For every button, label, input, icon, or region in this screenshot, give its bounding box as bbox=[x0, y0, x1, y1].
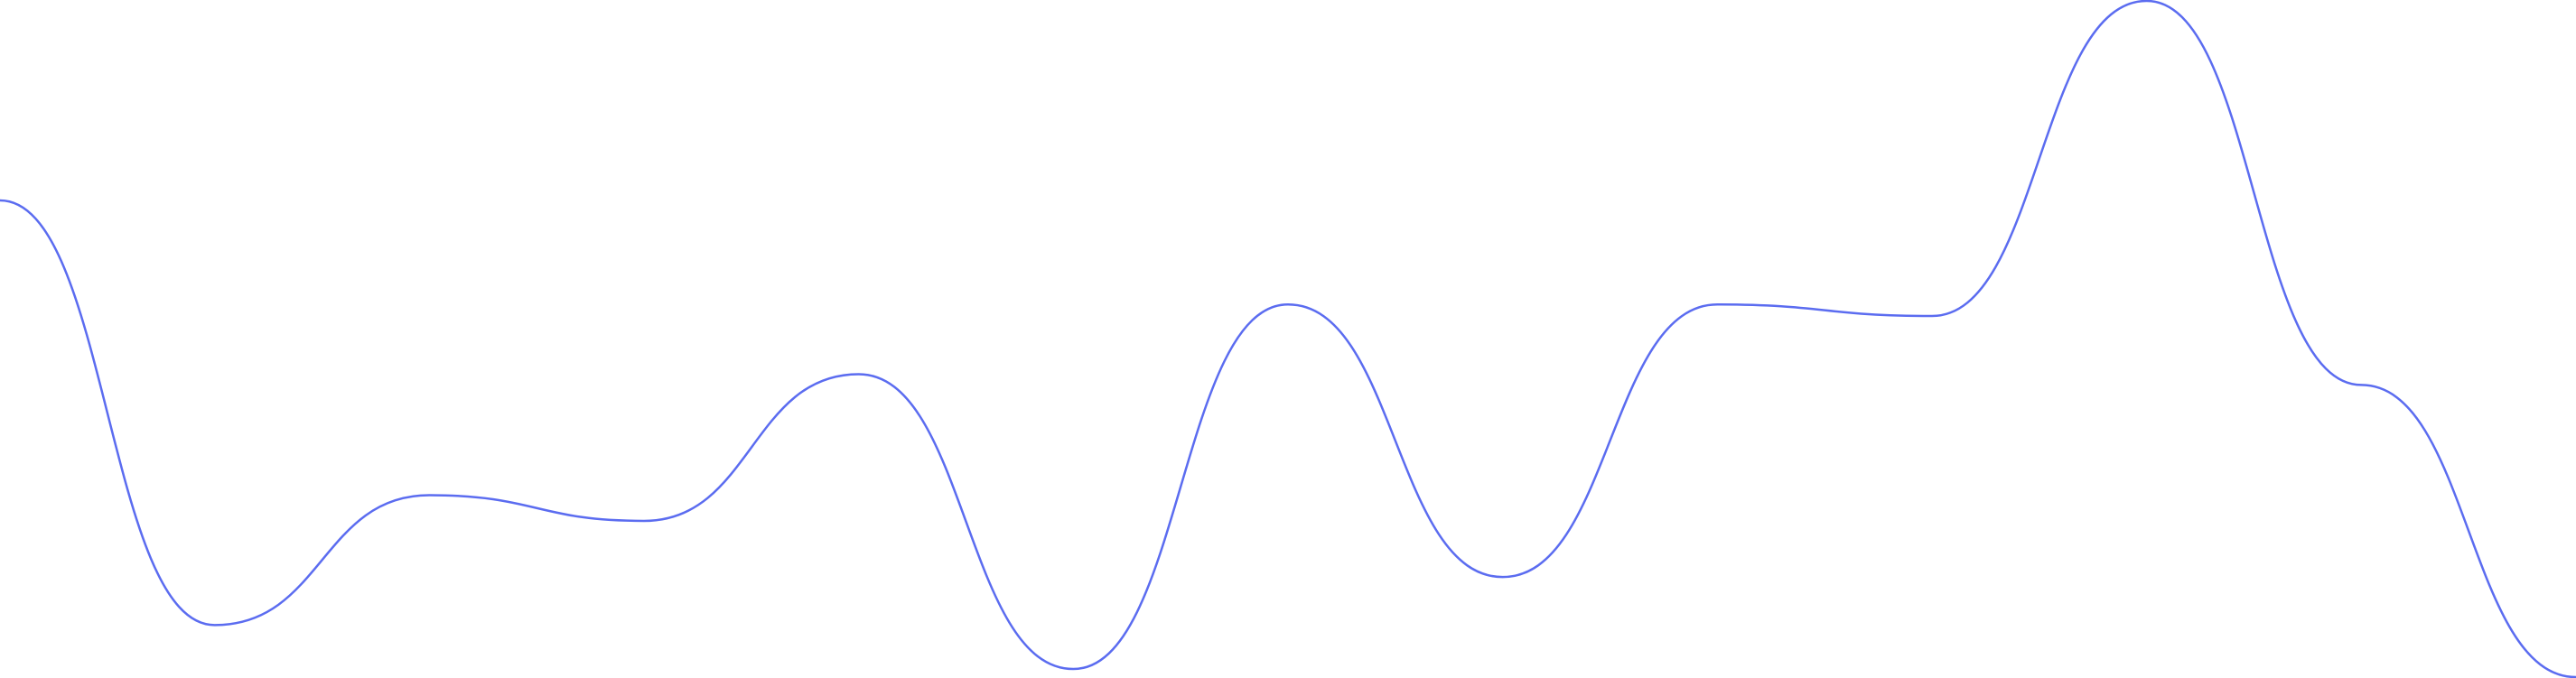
series-layer bbox=[0, 0, 2576, 678]
series-line bbox=[0, 0, 2576, 678]
line-chart bbox=[0, 0, 2576, 678]
